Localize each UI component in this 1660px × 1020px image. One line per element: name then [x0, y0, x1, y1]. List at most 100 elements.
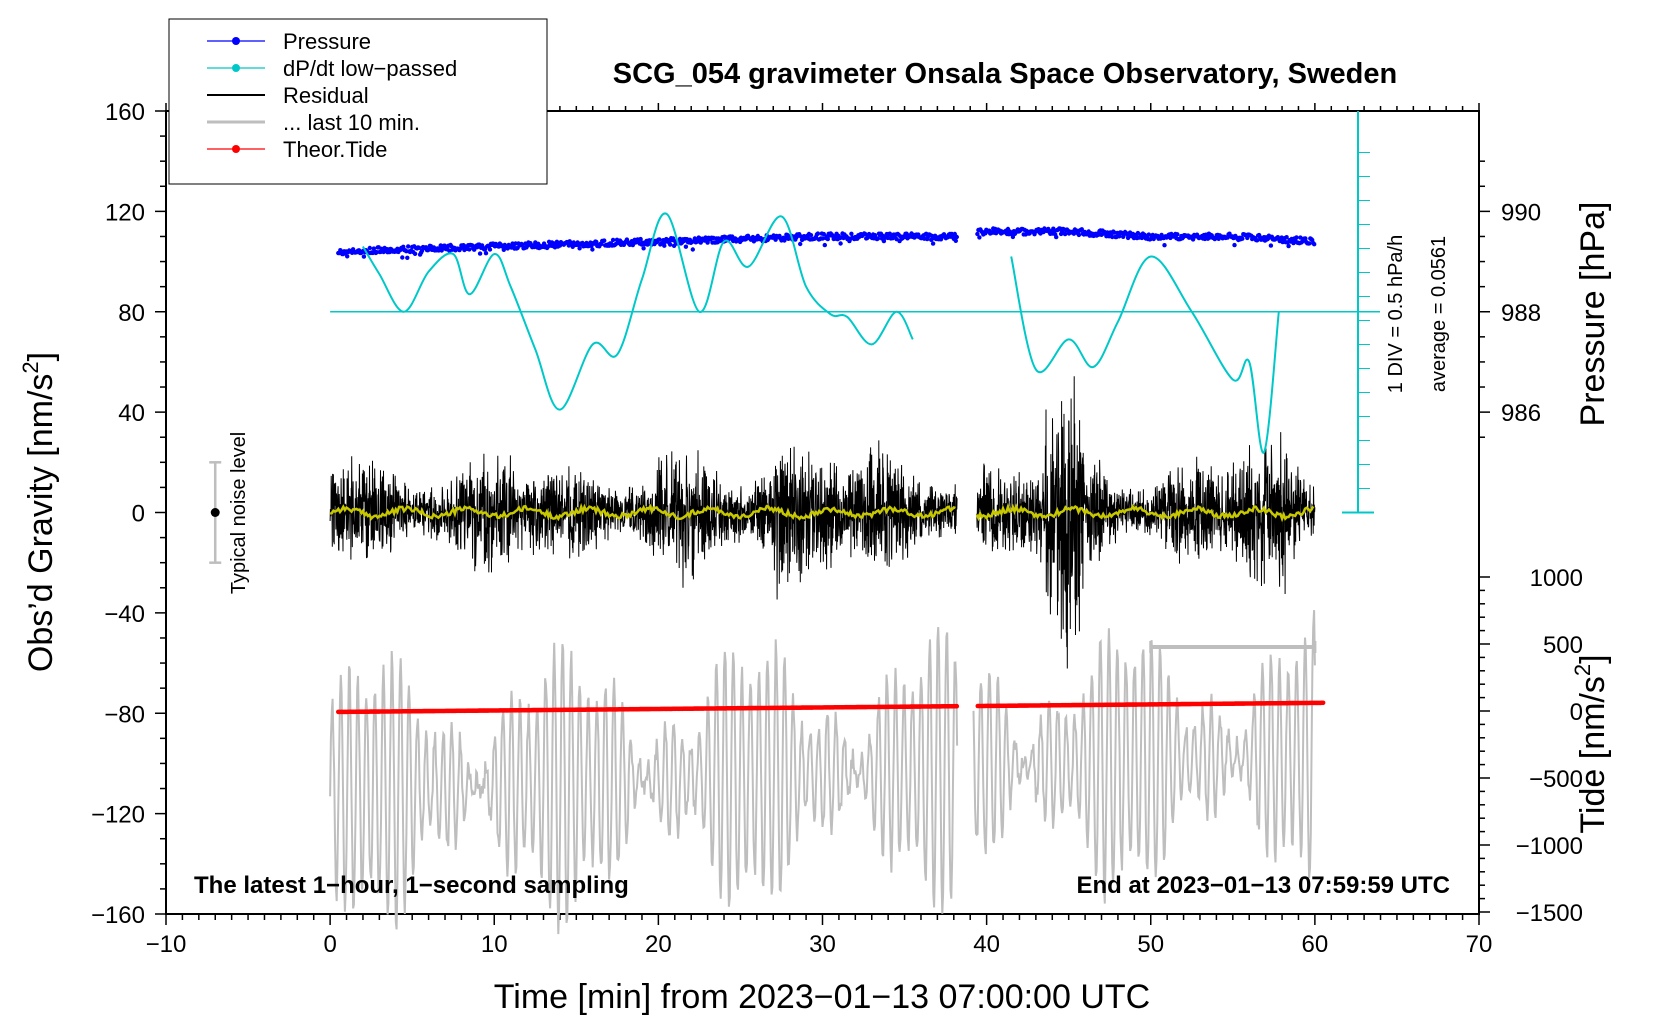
last-10-min-line	[329, 627, 959, 935]
pressure-point	[1307, 241, 1312, 246]
last-10-min-line	[972, 610, 1316, 904]
residual-smooth-line	[975, 502, 1315, 523]
pressure-point	[400, 255, 405, 260]
pressure-point	[367, 245, 372, 251]
legend-label: Residual	[283, 83, 369, 108]
tide-axis: −1500 −1000 −500 0 500 1000	[1479, 565, 1583, 927]
y-axis-title-pressure: Pressure [hPa]	[1574, 202, 1612, 427]
tide-tick-label: 500	[1543, 632, 1583, 659]
gravity-label-main: Obs’d Gravity [nm/s	[22, 374, 60, 673]
pressure-point	[1268, 243, 1274, 248]
pressure-point	[610, 237, 616, 243]
pressure-point	[875, 236, 881, 241]
pressure-point	[1071, 231, 1077, 236]
series-pressure	[336, 226, 1317, 260]
pressure-point	[683, 244, 689, 249]
pressure-point	[975, 231, 980, 237]
tide-tick-label: −1000	[1516, 833, 1583, 860]
pressure-point	[401, 244, 406, 249]
pressure-tick-label: 990	[1501, 199, 1541, 226]
pressure-point	[1284, 235, 1289, 240]
legend-label: Theor.Tide	[283, 137, 387, 162]
x-tick-label: 60	[1302, 931, 1329, 958]
dpdt-scale-bar	[330, 111, 1380, 514]
pressure-point	[1245, 235, 1250, 241]
gravity-tick-label: −40	[104, 601, 145, 628]
pressure-point	[1294, 235, 1299, 240]
pressure-point	[405, 255, 410, 260]
pressure-point	[1117, 234, 1122, 239]
gravity-label-sup: 2	[18, 361, 43, 373]
pressure-point	[849, 231, 854, 236]
pressure-point	[467, 247, 472, 252]
pressure-point	[1175, 232, 1180, 237]
pressure-point	[487, 247, 493, 252]
legend-label: Pressure	[283, 29, 371, 54]
tide-point	[954, 703, 960, 709]
x-tick-label: 10	[481, 931, 508, 958]
tide-point	[1320, 700, 1326, 706]
gravity-tick-label: 160	[105, 99, 145, 126]
gravity-tick-label: 120	[105, 199, 145, 226]
pressure-point	[690, 247, 695, 252]
pressure-point	[477, 251, 483, 256]
pressure-point	[1254, 238, 1260, 243]
legend-marker	[232, 37, 240, 45]
pressure-point	[657, 237, 662, 242]
pressure-point	[1076, 232, 1082, 238]
pressure-point	[977, 235, 982, 240]
x-tick-label: 0	[323, 931, 336, 958]
pressure-point	[881, 238, 887, 244]
pressure-point	[1190, 237, 1196, 242]
series-dpdt	[362, 212, 1280, 454]
gravity-tick-label: −80	[104, 701, 145, 728]
x-tick-label: 70	[1466, 931, 1493, 958]
pressure-point	[825, 236, 830, 242]
pressure-point	[361, 254, 367, 259]
series-residual	[329, 376, 1316, 669]
note-sampling: The latest 1−hour, 1−second sampling	[194, 872, 629, 899]
y-axis-title-tide: Tide [nm/s2]	[1570, 654, 1612, 833]
pressure-point	[602, 238, 607, 243]
pressure-point	[1232, 242, 1237, 248]
tide-tick-label: −500	[1529, 766, 1583, 793]
gravity-axis: −160 −120 −80 −40 0 40 80 120 160	[91, 99, 166, 929]
pressure-point	[1162, 243, 1167, 248]
residual-smooth-line	[329, 502, 956, 522]
note-end-time: End at 2023−01−13 07:59:59 UTC	[1076, 872, 1450, 899]
gravity-tick-label: −160	[91, 902, 145, 929]
legend-marker	[232, 64, 240, 72]
pressure-tick-label: 986	[1501, 400, 1541, 427]
pressure-tick-label: 988	[1501, 300, 1541, 327]
pressure-point	[406, 244, 411, 249]
x-tick-label: 20	[645, 931, 672, 958]
pressure-point	[1286, 243, 1291, 249]
pressure-point	[1121, 234, 1126, 239]
pressure-point	[641, 246, 646, 251]
dpdt-line	[362, 212, 914, 411]
x-tick-label: 30	[809, 931, 836, 958]
noise-level-bar	[209, 461, 222, 564]
pressure-point	[1079, 227, 1085, 232]
dpdt-scale-label: 1 DIV = 0.5 hPa/h	[1385, 235, 1407, 393]
x-tick-label: 40	[973, 931, 1000, 958]
noise-level-label: Typical noise level	[228, 432, 250, 594]
pressure-axis: 986 988 990	[1479, 160, 1541, 438]
legend-box	[168, 18, 548, 185]
series-last-10-min	[329, 610, 1316, 935]
tide-label-main: Tide [nm/s	[1574, 676, 1612, 833]
chart-title: SCG_054 gravimeter Onsala Space Observat…	[613, 58, 1397, 90]
pressure-point	[345, 254, 350, 259]
dpdt-line	[1010, 255, 1280, 454]
gravity-tick-label: 0	[132, 501, 145, 528]
pressure-point	[954, 234, 959, 240]
series-residual-smooth	[329, 502, 1315, 523]
tide-label-sup: 2	[1570, 664, 1595, 676]
time-scale-bar	[1149, 641, 1317, 653]
y-axis-title-gravity: Obs’d Gravity [nm/s2]	[18, 352, 60, 672]
pressure-point	[821, 231, 826, 237]
pressure-point	[808, 233, 814, 238]
pressure-point	[1062, 231, 1068, 237]
